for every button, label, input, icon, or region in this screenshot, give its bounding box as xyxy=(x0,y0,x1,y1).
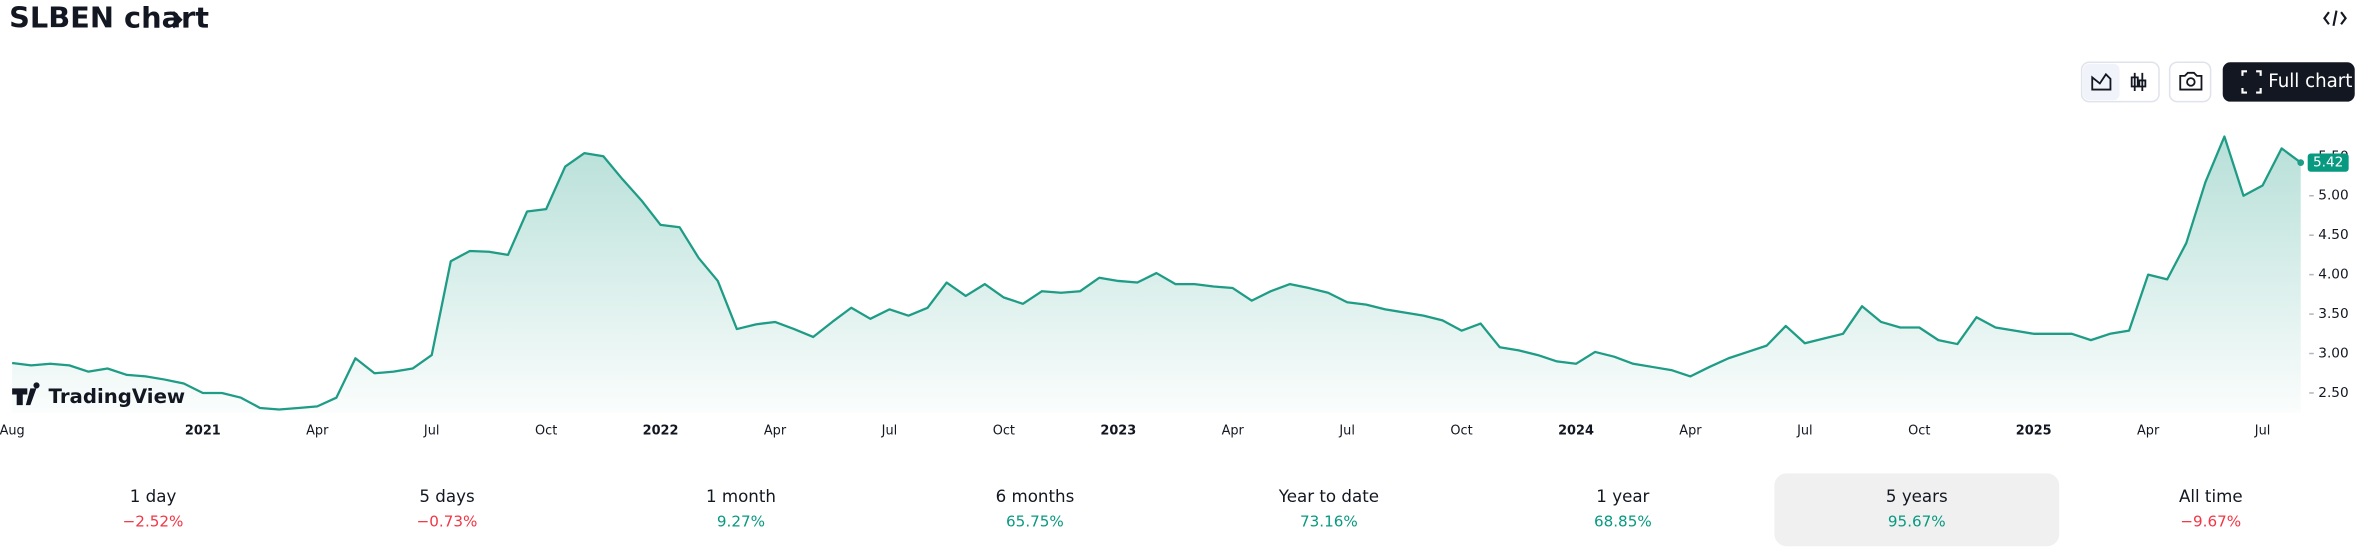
x-tick-label: Jul xyxy=(423,423,440,438)
x-tick-label: Oct xyxy=(1908,423,1930,438)
period-change[interactable]: 68.85% xyxy=(1594,512,1652,530)
embed-icon[interactable] xyxy=(2323,10,2347,27)
x-tick-label: Oct xyxy=(535,423,557,438)
logo-mark xyxy=(12,382,40,406)
x-tick-label: Oct xyxy=(1450,423,1472,438)
period-label[interactable]: 1 month xyxy=(706,487,776,506)
x-tick-label: 2021 xyxy=(185,423,221,438)
x-tick-label: Jul xyxy=(2254,423,2271,438)
x-tick-label: Aug xyxy=(0,423,25,438)
y-tick-label: 3.50 xyxy=(2318,306,2348,322)
area-fill xyxy=(12,136,2301,413)
x-tick-label: Apr xyxy=(1222,423,1245,438)
period-label[interactable]: Year to date xyxy=(1278,487,1379,506)
snapshot-button[interactable] xyxy=(2168,61,2212,103)
period-change[interactable]: −2.52% xyxy=(123,512,184,530)
x-tick-label: Apr xyxy=(1679,423,1702,438)
period-change[interactable]: −0.73% xyxy=(417,512,478,530)
period-label[interactable]: 5 days xyxy=(419,487,474,506)
x-tick-label: Apr xyxy=(2137,423,2160,438)
camera-icon xyxy=(2179,71,2203,91)
x-tick-label: Jul xyxy=(1796,423,1813,438)
candle-style-button[interactable] xyxy=(2130,72,2147,92)
x-tick-label: 2025 xyxy=(2016,423,2052,438)
period-change[interactable]: 9.27% xyxy=(717,512,765,530)
x-tick-label: Oct xyxy=(993,423,1015,438)
plot: 2.503.003.504.004.505.005.50Aug2021AprJu… xyxy=(0,135,2349,438)
logo-text[interactable]: TradingView xyxy=(49,385,186,408)
y-tick-label: 3.00 xyxy=(2318,346,2348,362)
last-price-label: 5.42 xyxy=(2313,155,2343,171)
x-tick-label: Jul xyxy=(881,423,898,438)
performance-row: 1 day −2.52% 5 days −0.73% 1 month 9.27% 6 mon… xyxy=(123,473,2243,547)
title[interactable]: SLBEN chart xyxy=(9,1,209,35)
x-tick-label: 2022 xyxy=(643,423,679,438)
period-label[interactable]: 1 year xyxy=(1596,487,1649,506)
selected-period-bg xyxy=(1774,473,2060,547)
period-label[interactable]: 5 years xyxy=(1886,487,1948,506)
period-change[interactable]: 65.75% xyxy=(1006,512,1064,530)
full-chart-label[interactable]: Full chart xyxy=(2268,71,2352,92)
y-tick-label: 5.00 xyxy=(2318,188,2348,204)
y-tick-label: 4.50 xyxy=(2318,227,2348,243)
title-chevron[interactable] xyxy=(171,11,183,29)
x-tick-label: 2023 xyxy=(1100,423,1136,438)
period-label[interactable]: All time xyxy=(2179,487,2243,506)
x-tick-label: Jul xyxy=(1338,423,1355,438)
last-point xyxy=(2297,159,2305,166)
x-tick-label: 2024 xyxy=(1558,423,1594,438)
camera-lens xyxy=(2186,77,2196,87)
y-tick-label: 4.00 xyxy=(2318,267,2348,283)
price-line xyxy=(11,135,2302,411)
fullscreen-icon xyxy=(2241,70,2262,94)
x-tick-label: Apr xyxy=(764,423,787,438)
period-change[interactable]: −9.67% xyxy=(2180,512,2241,530)
period-change[interactable]: 95.67% xyxy=(1888,512,1946,530)
last-price-badge xyxy=(2307,153,2349,172)
full-chart-button[interactable] xyxy=(2222,62,2355,102)
area-icon xyxy=(2091,72,2112,91)
period-label[interactable]: 1 day xyxy=(130,487,177,506)
x-tick-label: Apr xyxy=(306,423,329,438)
period-change[interactable]: 73.16% xyxy=(1300,512,1358,530)
period-label[interactable]: 6 months xyxy=(996,487,1075,506)
y-tick-label: 2.50 xyxy=(2318,385,2348,401)
